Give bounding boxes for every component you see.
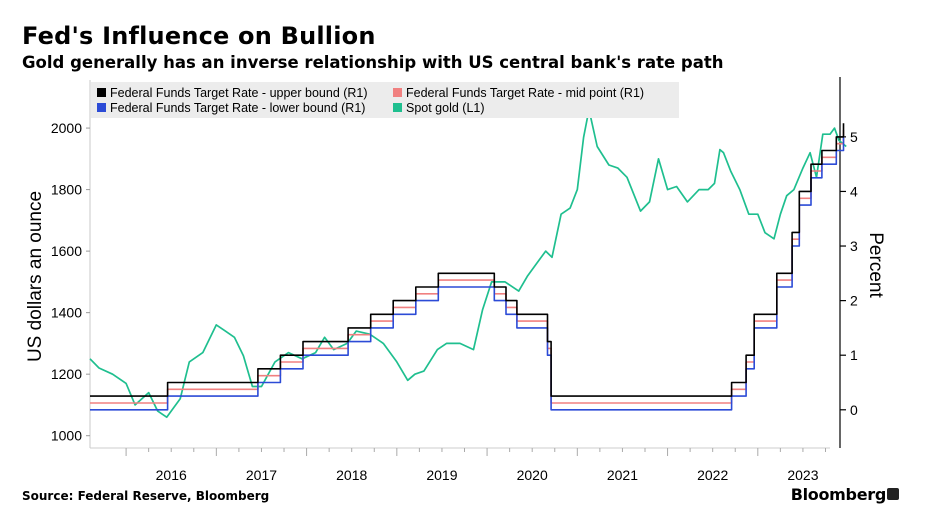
right-axis-tick-label: 3: [850, 238, 858, 254]
left-axis-tick-label: 1400: [51, 305, 82, 321]
right-axis-tick-label: 0: [850, 402, 858, 418]
chart-subtitle: Gold generally has an inverse relationsh…: [22, 53, 724, 72]
left-axis-tick-label: 1800: [51, 182, 82, 198]
x-axis-tick-label: 2016: [156, 467, 187, 483]
legend-swatch: [97, 103, 106, 112]
legend-swatch: [393, 103, 402, 112]
right-axis-title: Percent: [865, 232, 886, 298]
left-axis-tick-label: 1000: [51, 428, 82, 444]
legend-label: Federal Funds Target Rate - upper bound …: [110, 86, 368, 100]
bloomberg-terminal-icon: [887, 488, 899, 500]
left-axis-tick-label: 1600: [51, 243, 82, 259]
legend-label: Spot gold (L1): [406, 101, 485, 115]
x-axis-tick-label: 2017: [246, 467, 277, 483]
chart-legend: Federal Funds Target Rate - upper bound …: [91, 82, 679, 118]
right-axis-tick-label: 4: [850, 183, 858, 199]
series-line-federal-funds-target-rate-upper-bound-r1: [90, 123, 845, 397]
x-axis-tick-label: 2022: [697, 467, 728, 483]
x-axis-tick-label: 2023: [787, 467, 818, 483]
series-line-spot-gold-l1: [89, 108, 847, 419]
right-axis-tick-label: 2: [850, 293, 858, 309]
chart-series-layer: [89, 108, 847, 419]
legend-label: Federal Funds Target Rate - mid point (R…: [406, 86, 644, 100]
bloomberg-logo: Bloomberg: [790, 485, 887, 504]
x-axis-tick-label: 2020: [517, 467, 548, 483]
chart-axes: 1000 1200 1400 1600 1800 2000 0 1 2 3 4 5 2016 2017 20…: [25, 77, 886, 483]
x-axis-tick-label: 2018: [336, 467, 367, 483]
right-axis-tick-label: 1: [850, 347, 858, 363]
legend-box: [91, 82, 679, 118]
right-axis-tick-label: 5: [850, 129, 858, 145]
legend-swatch: [97, 88, 106, 97]
legend-label: Federal Funds Target Rate - lower bound …: [110, 101, 365, 115]
x-axis-tick-label: 2021: [607, 467, 638, 483]
chart-title: Fed's Influence on Bullion: [22, 22, 376, 50]
source-note: Source: Federal Reserve, Bloomberg: [22, 489, 270, 503]
left-axis-title: US dollars an ounce: [25, 191, 46, 362]
left-axis-tick-label: 2000: [51, 120, 82, 136]
x-axis-tick-label: 2019: [426, 467, 457, 483]
left-axis-tick-label: 1200: [51, 366, 82, 382]
legend-swatch: [393, 88, 402, 97]
